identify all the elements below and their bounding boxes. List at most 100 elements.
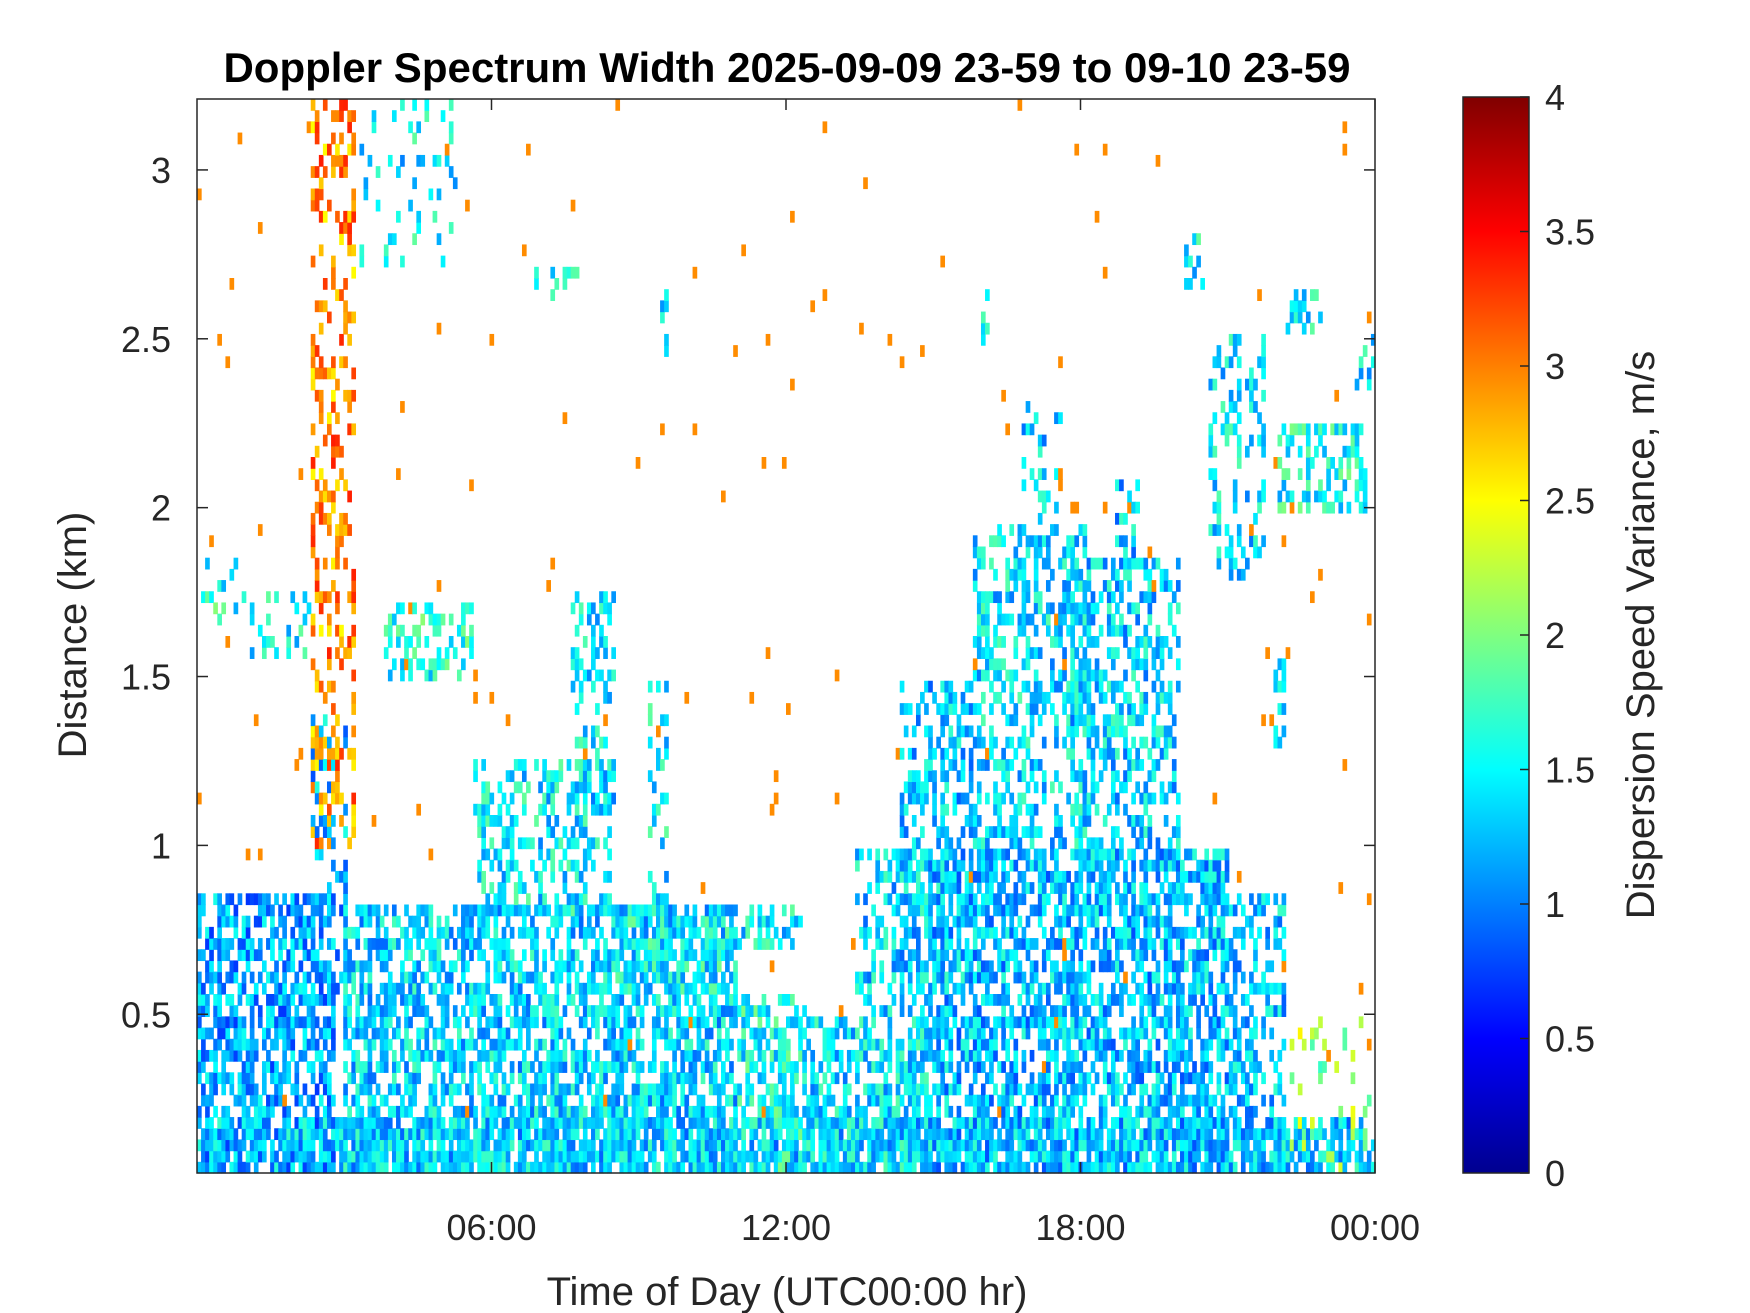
heatmap-cell [412, 624, 417, 637]
heatmap-cell [940, 893, 946, 906]
heatmap-cell [351, 1072, 357, 1085]
heatmap-cell [915, 1128, 921, 1141]
heatmap-cell [1037, 602, 1043, 615]
heatmap-cell [672, 926, 677, 939]
heatmap-cell [261, 1038, 267, 1051]
heatmap-cell [331, 792, 336, 805]
heatmap-cell [696, 1016, 702, 1029]
heatmap-cell [1033, 781, 1039, 794]
heatmap-cell [603, 781, 608, 794]
heatmap-cell [534, 759, 539, 771]
heatmap-cell [1066, 1072, 1071, 1085]
heatmap-cell [461, 624, 466, 637]
heatmap-cell [1058, 1161, 1063, 1174]
heatmap-cell [1017, 691, 1023, 704]
heatmap-cell [420, 1049, 426, 1062]
heatmap-cell [546, 1094, 551, 1107]
heatmap-cell [936, 893, 941, 906]
heatmap-cell [989, 703, 994, 715]
heatmap-cell [241, 1161, 247, 1174]
heatmap-cell [733, 1094, 738, 1107]
heatmap-cell [497, 1027, 503, 1040]
heatmap-cell [964, 1128, 970, 1141]
heatmap-cell [379, 1061, 385, 1073]
heatmap-cell [924, 1117, 929, 1129]
heatmap-cell [1017, 915, 1023, 928]
heatmap-cell [534, 949, 539, 962]
heatmap-cell [603, 714, 608, 727]
heatmap-cell [521, 1016, 527, 1029]
heatmap-cell [993, 938, 998, 950]
heatmap-cell [521, 915, 527, 928]
heatmap-cell [501, 1117, 507, 1129]
heatmap-cell [757, 1072, 763, 1085]
heatmap-cell [558, 1161, 564, 1174]
heatmap-cell [493, 960, 499, 973]
heatmap-cell [1054, 1005, 1059, 1017]
heatmap-cell [546, 904, 551, 917]
heatmap-cell [1058, 613, 1063, 626]
heatmap-cell [968, 1161, 974, 1174]
heatmap-cell [1005, 994, 1011, 1006]
heatmap-cell [737, 1161, 742, 1174]
heatmap-cell [790, 915, 795, 928]
heatmap-cell [521, 244, 527, 257]
heatmap-cell [615, 1072, 621, 1085]
heatmap-cell [517, 837, 523, 850]
heatmap-cell [542, 1072, 547, 1085]
heatmap-cell [347, 1128, 352, 1141]
heatmap-cell [928, 1150, 933, 1163]
heatmap-cell [452, 1016, 458, 1029]
heatmap-cell [229, 938, 235, 950]
heatmap-cell [635, 1005, 641, 1017]
heatmap-cell [282, 926, 287, 939]
heatmap-cell [631, 915, 637, 928]
heatmap-cell [530, 1105, 535, 1118]
heatmap-cell [1062, 1139, 1067, 1152]
heatmap-cell [396, 1128, 401, 1141]
heatmap-cell [209, 535, 214, 548]
heatmap-cell [1066, 624, 1071, 637]
heatmap-cell [473, 1038, 478, 1051]
heatmap-cell [968, 725, 974, 738]
heatmap-cell [1017, 568, 1023, 581]
heatmap-cell [237, 1117, 243, 1129]
heatmap-cell [700, 915, 706, 928]
heatmap-cell [383, 904, 389, 917]
heatmap-cell [680, 982, 686, 995]
heatmap-cell [477, 859, 482, 872]
heatmap-cell [993, 893, 998, 906]
heatmap-cell [1078, 524, 1084, 536]
heatmap-cell [936, 882, 941, 894]
heatmap-cell [964, 971, 970, 984]
heatmap-cell [225, 1128, 231, 1141]
heatmap-cell [310, 166, 316, 178]
heatmap-cell [944, 870, 950, 883]
heatmap-cell [899, 1038, 905, 1051]
heatmap-cell [972, 736, 978, 749]
heatmap-cell [509, 960, 515, 973]
heatmap-cell [318, 960, 324, 973]
heatmap-cell [566, 1161, 572, 1174]
heatmap-cell [765, 1150, 771, 1163]
heatmap-cell [911, 1016, 917, 1029]
heatmap-cell [517, 1061, 523, 1073]
heatmap-cell [607, 669, 612, 682]
heatmap-cell [318, 1150, 324, 1163]
heatmap-cell [1013, 703, 1019, 715]
heatmap-cell [1041, 1105, 1047, 1118]
heatmap-cell [660, 971, 665, 984]
heatmap-cell [1062, 647, 1067, 659]
heatmap-cell [1009, 949, 1015, 962]
heatmap-cell [989, 680, 994, 693]
heatmap-cell [1033, 535, 1039, 548]
heatmap-cell [1074, 1083, 1080, 1096]
heatmap-cell [741, 1105, 746, 1118]
heatmap-cell [213, 1038, 218, 1051]
heatmap-cell [245, 1105, 251, 1118]
heatmap-cell [932, 960, 937, 973]
heatmap-cell [668, 971, 673, 984]
heatmap-cell [586, 1139, 592, 1152]
heatmap-cell [335, 1117, 340, 1129]
heatmap-cell [631, 1049, 637, 1062]
